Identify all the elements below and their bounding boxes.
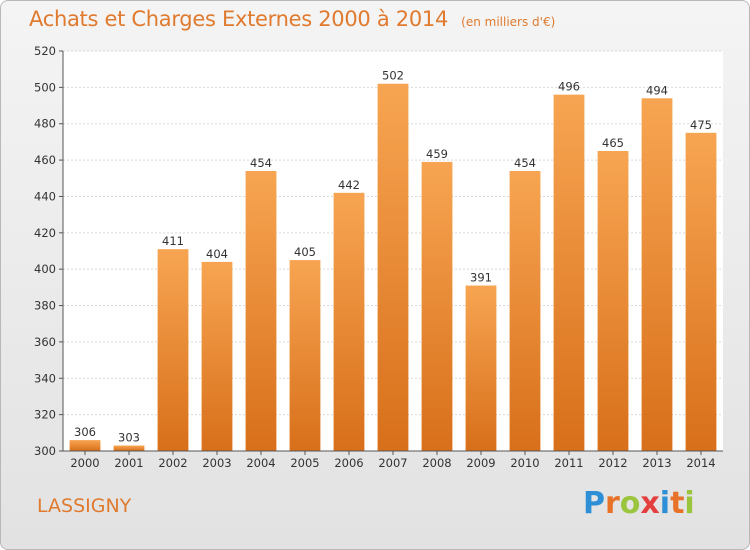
bar-2006 [333,192,365,451]
y-tick-label-300: 300 [34,444,56,458]
x-tick-label-2013: 2013 [642,456,671,470]
data-label-2005: 405 [294,245,316,259]
y-tick-label-480: 480 [34,117,56,131]
bar-2001 [113,445,145,451]
data-label-2012: 465 [602,136,624,150]
x-tick-label-2003: 2003 [202,456,231,470]
bar-2005 [289,260,321,451]
bar-2010 [509,171,541,451]
chart-subtitle: (en milliers d'€) [461,15,556,29]
data-label-2003: 404 [206,247,228,261]
bar-2000 [69,440,101,451]
bar-2003 [201,261,233,451]
y-tick-label-500: 500 [34,80,56,94]
bar-2008 [421,161,453,451]
data-label-2013: 494 [646,83,668,97]
y-tick-label-460: 460 [34,153,56,167]
bar-2011 [553,94,585,452]
bar-2014 [685,132,717,451]
place-name: LASSIGNY [37,495,132,517]
logo-letter: P [583,486,605,521]
logo-letter: t [670,486,685,521]
y-tick-label-420: 420 [34,226,56,240]
y-tick-label-340: 340 [34,371,56,385]
data-label-2007: 502 [382,69,404,83]
logo-letter: o [619,486,641,521]
x-tick-label-2010: 2010 [510,456,539,470]
chart-title-text: Achats et Charges Externes 2000 à 2014 [29,7,449,31]
proxiti-logo: Proxiti [583,486,695,521]
bar-2004 [245,171,277,451]
logo-letter: i [659,486,671,521]
bar-2009 [465,285,497,451]
x-tick-label-2001: 2001 [114,456,143,470]
data-label-2011: 496 [558,80,580,94]
y-tick-label-380: 380 [34,299,56,313]
x-tick-label-2012: 2012 [598,456,627,470]
bar-2013 [641,98,673,451]
axes: 300 320 340 360 380 400 420 440 460 480 500 520 2000… [34,44,723,470]
data-label-2008: 459 [426,147,448,161]
y-tick-label-400: 400 [34,262,56,276]
data-label-2010: 454 [514,156,536,170]
data-label-2009: 391 [470,271,492,285]
x-tick-label-2007: 2007 [378,456,407,470]
logo-letter: r [605,486,620,521]
bar-2002 [157,249,189,451]
x-tick-label-2008: 2008 [422,456,451,470]
bar-2007 [377,83,409,452]
x-tick-label-2005: 2005 [290,456,319,470]
data-label-2014: 475 [690,118,712,132]
x-tick-label-2014: 2014 [686,456,715,470]
y-tick-label-320: 320 [34,408,56,422]
logo-letter: x [640,486,660,521]
data-label-2006: 442 [338,178,360,192]
y-tick-label-440: 440 [34,189,56,203]
y-tick-label-360: 360 [34,335,56,349]
x-tick-label-2002: 2002 [158,456,187,470]
data-label-2001: 303 [118,431,140,445]
logo-letter: i [684,486,695,521]
bars: 306 303 411 404 454 405 442 502 459 391 454 496 465 4… [69,69,717,452]
x-tick-label-2011: 2011 [554,456,583,470]
x-tick-label-2009: 2009 [466,456,495,470]
data-label-2000: 306 [74,425,96,439]
y-tick-label-520: 520 [34,44,56,58]
x-tick-label-2000: 2000 [70,456,99,470]
x-tick-label-2006: 2006 [334,456,363,470]
x-tick-label-2004: 2004 [246,456,275,470]
data-label-2002: 411 [162,234,184,248]
bar-2012 [597,151,629,451]
data-label-2004: 454 [250,156,272,170]
chart-title: Achats et Charges Externes 2000 à 2014 (… [29,7,555,31]
